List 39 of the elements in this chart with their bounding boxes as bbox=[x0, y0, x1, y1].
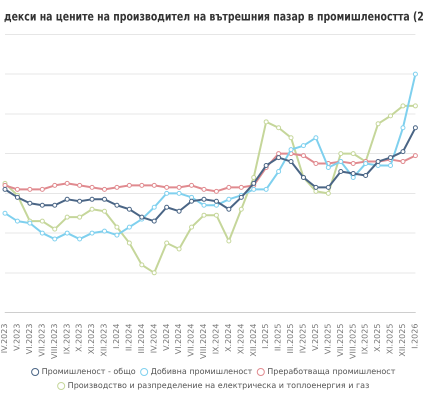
legend-label: Преработваща промишленост bbox=[267, 367, 396, 376]
x-tick-label: I.2024 bbox=[112, 324, 122, 349]
x-tick-label: IX.2025 bbox=[360, 324, 370, 354]
x-tick-label: X.2023 bbox=[74, 324, 84, 352]
x-tick-label: III.2025 bbox=[286, 324, 296, 354]
x-tick-label: XII.2024 bbox=[248, 324, 258, 357]
x-tick-label: I.2025 bbox=[261, 324, 270, 349]
x-tick-label: X.2025 bbox=[373, 324, 382, 352]
x-tick-label: IV.2024 bbox=[149, 324, 158, 354]
x-tick-label: IV.2025 bbox=[298, 324, 308, 354]
x-tick-label: VII.2024 bbox=[186, 324, 196, 357]
x-tick-label: II.2025 bbox=[274, 324, 283, 352]
x-tick-label: I.2026 bbox=[410, 324, 420, 349]
x-tick-label: VIII.2024 bbox=[199, 324, 208, 359]
x-tick-label: IV.2023 bbox=[0, 324, 10, 354]
chart-title: декси на цените на производител на вътрешния пазар в промишлеността (2 bbox=[4, 9, 424, 24]
x-tick-label: VII.2023 bbox=[37, 324, 46, 357]
x-tick-label: XI.2024 bbox=[236, 324, 246, 354]
x-tick-label: X.2024 bbox=[224, 324, 233, 352]
x-tick-label: VI.2023 bbox=[24, 324, 34, 354]
x-tick-label: XII.2025 bbox=[398, 324, 408, 357]
x-tick-label: IX.2023 bbox=[62, 324, 72, 354]
x-tick-label: XI.2023 bbox=[87, 324, 96, 354]
x-tick-label: VII.2025 bbox=[336, 324, 345, 357]
legend-label: Добивна промишленост bbox=[150, 367, 253, 376]
x-tick-label: V.2023 bbox=[12, 324, 22, 351]
x-tick-label: VIII.2023 bbox=[50, 324, 59, 359]
x-tick-label: V.2025 bbox=[310, 324, 320, 351]
legend-label: Промишленост - общо bbox=[42, 367, 136, 376]
x-tick-label: XI.2025 bbox=[386, 324, 395, 354]
x-tick-label: V.2024 bbox=[162, 324, 171, 351]
x-tick-label: VI.2024 bbox=[174, 324, 184, 354]
x-tick-label: VI.2025 bbox=[323, 324, 332, 354]
x-tick-label: VIII.2025 bbox=[348, 324, 358, 359]
x-tick-label: II.2024 bbox=[124, 324, 134, 352]
legend-label: Производство и разпределение на електрическа и топлоенергия и газ bbox=[68, 381, 370, 390]
x-tick-label: XII.2023 bbox=[100, 324, 109, 357]
x-tick-label: III.2024 bbox=[136, 324, 146, 354]
x-tick-label: IX.2024 bbox=[211, 324, 220, 354]
